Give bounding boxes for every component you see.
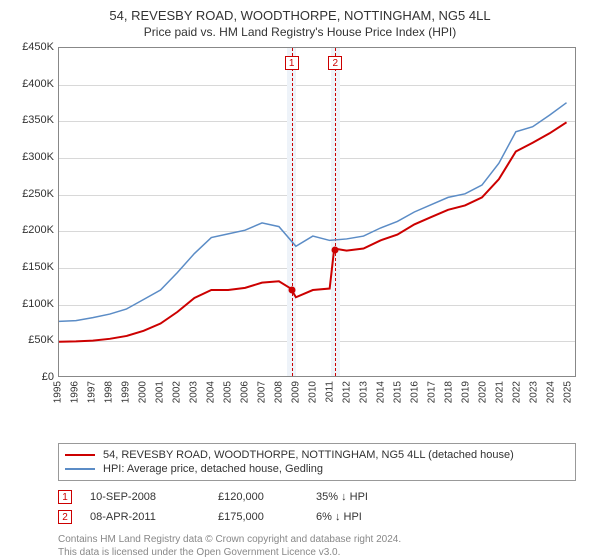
y-axis-label: £50K bbox=[10, 334, 54, 346]
x-axis-label: 2013 bbox=[358, 381, 369, 403]
sale-date: 08-APR-2011 bbox=[90, 511, 200, 523]
sale-dot bbox=[288, 287, 295, 294]
y-axis-label: £200K bbox=[10, 224, 54, 236]
sale-price: £120,000 bbox=[218, 491, 298, 503]
x-axis-label: 2023 bbox=[528, 381, 539, 403]
sale-dot bbox=[332, 246, 339, 253]
sale-index-box: 2 bbox=[58, 510, 72, 524]
y-axis-label: £450K bbox=[10, 41, 54, 53]
x-axis-label: 2018 bbox=[443, 381, 454, 403]
x-axis-label: 2021 bbox=[494, 381, 505, 403]
x-axis-label: 2006 bbox=[239, 381, 250, 403]
sale-index-box: 1 bbox=[58, 490, 72, 504]
y-axis-label: £150K bbox=[10, 261, 54, 273]
legend-label-2: HPI: Average price, detached house, Gedl… bbox=[103, 463, 323, 475]
footer-attribution: Contains HM Land Registry data © Crown c… bbox=[58, 533, 590, 559]
y-axis-label: £350K bbox=[10, 114, 54, 126]
chart-subtitle: Price paid vs. HM Land Registry's House … bbox=[10, 25, 590, 39]
x-axis-label: 1998 bbox=[103, 381, 114, 403]
legend-swatch-2 bbox=[65, 468, 95, 470]
x-axis-label: 2000 bbox=[137, 381, 148, 403]
x-axis-label: 1997 bbox=[86, 381, 97, 403]
chart-title: 54, REVESBY ROAD, WOODTHORPE, NOTTINGHAM… bbox=[10, 8, 590, 23]
x-axis-label: 2012 bbox=[341, 381, 352, 403]
x-axis-label: 2017 bbox=[426, 381, 437, 403]
x-axis-label: 2014 bbox=[375, 381, 386, 403]
x-axis-label: 2005 bbox=[222, 381, 233, 403]
x-axis-label: 2003 bbox=[188, 381, 199, 403]
x-axis-label: 2001 bbox=[154, 381, 165, 403]
sale-delta: 6% ↓ HPI bbox=[316, 511, 362, 523]
legend-item: HPI: Average price, detached house, Gedl… bbox=[65, 462, 569, 476]
sales-row: 1 10-SEP-2008 £120,000 35% ↓ HPI bbox=[58, 487, 576, 507]
y-axis-label: £0 bbox=[10, 371, 54, 383]
sale-price: £175,000 bbox=[218, 511, 298, 523]
x-axis-label: 2011 bbox=[324, 381, 335, 403]
sales-row: 2 08-APR-2011 £175,000 6% ↓ HPI bbox=[58, 507, 576, 527]
x-axis-label: 2020 bbox=[477, 381, 488, 403]
y-axis-label: £400K bbox=[10, 78, 54, 90]
x-axis-label: 2019 bbox=[460, 381, 471, 403]
plot: 12 bbox=[58, 47, 576, 377]
x-axis-label: 2007 bbox=[256, 381, 267, 403]
x-axis-label: 1999 bbox=[120, 381, 131, 403]
x-axis-label: 2004 bbox=[205, 381, 216, 403]
y-axis-label: £100K bbox=[10, 298, 54, 310]
x-axis-label: 2002 bbox=[171, 381, 182, 403]
x-axis-label: 2024 bbox=[545, 381, 556, 403]
y-axis-label: £300K bbox=[10, 151, 54, 163]
x-axis-label: 1996 bbox=[69, 381, 80, 403]
x-axis-label: 1995 bbox=[53, 381, 64, 403]
sale-delta: 35% ↓ HPI bbox=[316, 491, 368, 503]
chart-area: £0 £50K £100K £150K £200K £250K £300K £350K £400… bbox=[10, 47, 590, 407]
x-axis-label: 2016 bbox=[409, 381, 420, 403]
legend-label-1: 54, REVESBY ROAD, WOODTHORPE, NOTTINGHAM… bbox=[103, 449, 514, 461]
sale-date: 10-SEP-2008 bbox=[90, 491, 200, 503]
x-axis-label: 2022 bbox=[511, 381, 522, 403]
x-axis-label: 2009 bbox=[290, 381, 301, 403]
legend-item: 54, REVESBY ROAD, WOODTHORPE, NOTTINGHAM… bbox=[65, 448, 569, 462]
x-axis-label: 2025 bbox=[562, 381, 573, 403]
series-line-property bbox=[59, 122, 567, 341]
sales-table: 1 10-SEP-2008 £120,000 35% ↓ HPI 2 08-APR-201… bbox=[58, 487, 576, 527]
y-axis-label: £250K bbox=[10, 188, 54, 200]
x-axis-label: 2008 bbox=[273, 381, 284, 403]
legend-swatch-1 bbox=[65, 454, 95, 456]
x-axis-label: 2010 bbox=[307, 381, 318, 403]
x-axis-label: 2015 bbox=[392, 381, 403, 403]
legend: 54, REVESBY ROAD, WOODTHORPE, NOTTINGHAM… bbox=[58, 443, 576, 481]
series-line-hpi bbox=[59, 103, 567, 322]
